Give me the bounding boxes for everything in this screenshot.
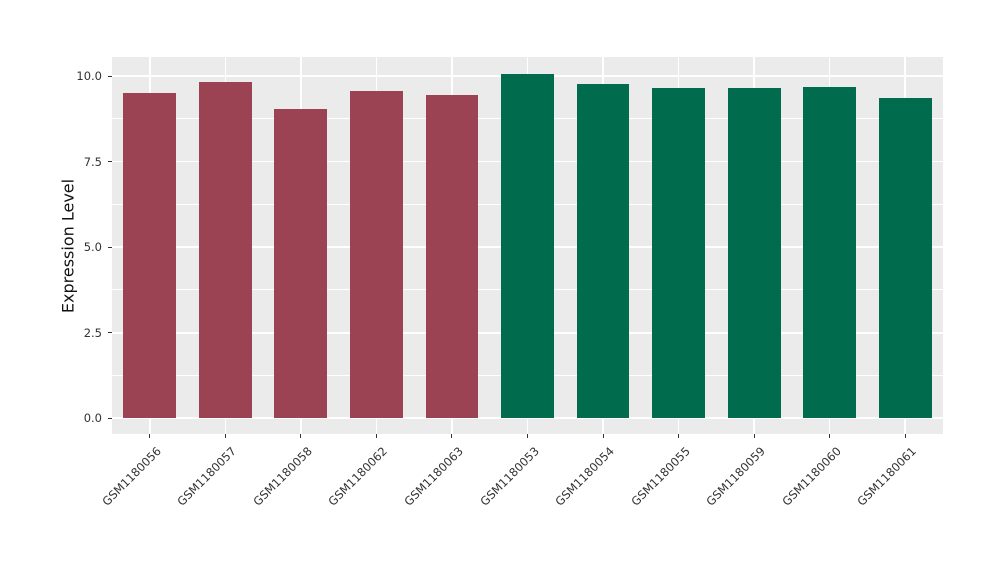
x-axis-tick-label: GSM1180060 xyxy=(778,444,844,509)
x-tickmark xyxy=(904,434,906,438)
y-axis-tick-label: 10.0 xyxy=(76,69,102,84)
y-axis-tick-label: 0.0 xyxy=(83,411,102,426)
plot-panel xyxy=(112,57,943,434)
bar-GSM1180059 xyxy=(727,87,781,419)
x-tickmark xyxy=(375,434,377,438)
y-tickmark xyxy=(108,161,112,163)
y-axis-tick-label: 2.5 xyxy=(83,325,102,340)
x-tickmark xyxy=(678,434,680,438)
x-tickmark xyxy=(753,434,755,438)
bar-GSM1180053 xyxy=(501,74,554,419)
bar-GSM1180055 xyxy=(652,87,706,419)
x-tickmark xyxy=(527,434,528,438)
x-tickmark xyxy=(602,434,604,438)
y-tickmark xyxy=(108,417,112,419)
x-axis-tick-label: GSM1180059 xyxy=(703,444,769,509)
bar-GSM1180057 xyxy=(198,81,252,419)
y-axis-tick-label: 5.0 xyxy=(83,240,102,255)
x-axis-tick-label: GSM1180055 xyxy=(627,444,693,509)
x-axis-tick-label: GSM1180058 xyxy=(250,444,315,509)
y-tickmark xyxy=(108,246,112,248)
bar-GSM1180054 xyxy=(576,83,630,419)
x-tickmark xyxy=(224,434,226,438)
y-tickmark xyxy=(108,332,112,334)
bar-GSM1180063 xyxy=(425,94,479,419)
x-axis-tick-label: GSM1180063 xyxy=(401,444,466,509)
y-tickmark xyxy=(108,75,112,77)
bar-GSM1180061 xyxy=(878,98,932,419)
x-axis-tick-label: GSM1180057 xyxy=(174,444,240,509)
x-axis-tick-label: GSM1180054 xyxy=(552,444,617,509)
x-axis-tick-label: GSM1180061 xyxy=(854,444,920,509)
x-tickmark xyxy=(829,434,831,438)
x-tickmark xyxy=(300,434,302,438)
x-axis-tick-label: GSM1180056 xyxy=(99,444,164,509)
x-axis-tick-label: GSM1180062 xyxy=(325,444,391,509)
y-axis-tick-label: 7.5 xyxy=(83,154,102,169)
bar-GSM1180062 xyxy=(349,90,403,419)
x-tickmark xyxy=(451,434,453,438)
x-tickmark xyxy=(149,434,151,438)
x-axis-tick-label: GSM1180053 xyxy=(476,444,542,509)
bar-GSM1180056 xyxy=(123,92,177,419)
bar-GSM1180058 xyxy=(274,109,328,419)
bar-GSM1180060 xyxy=(803,87,857,419)
